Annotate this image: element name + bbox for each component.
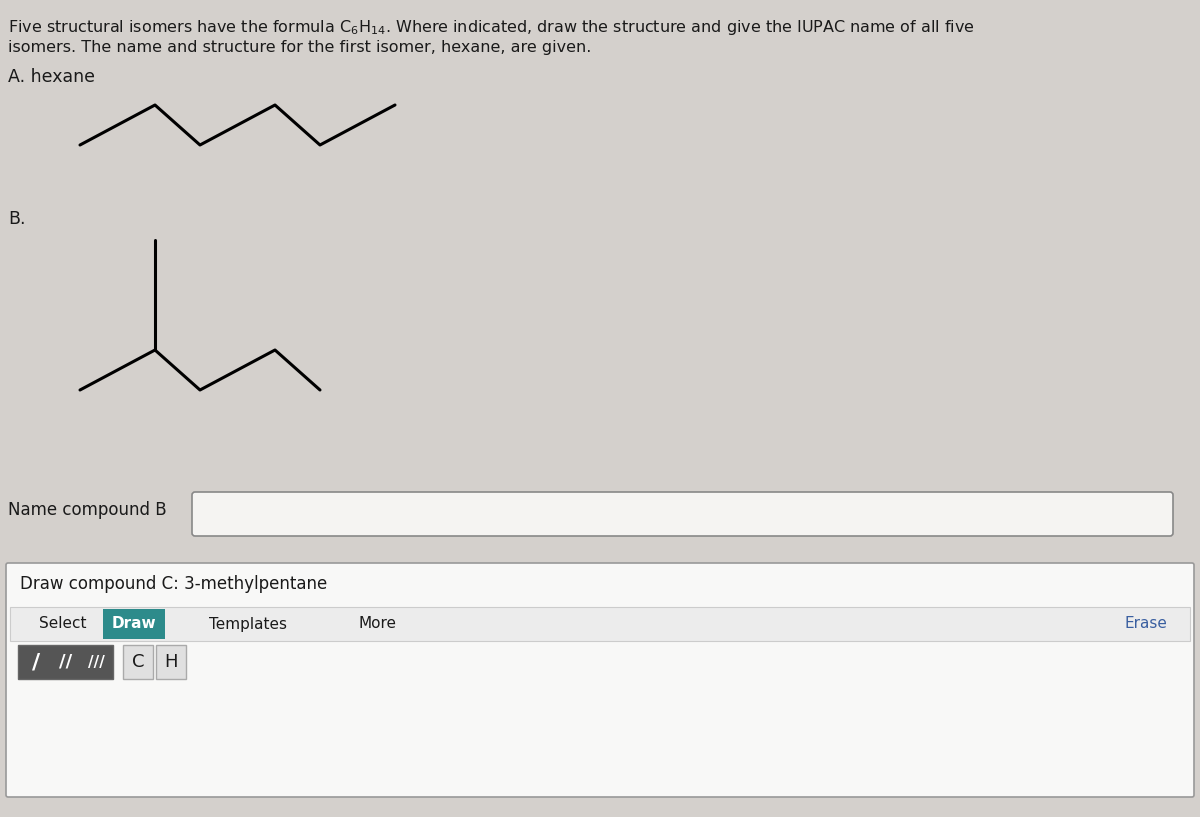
Text: /: / — [32, 652, 40, 672]
Text: //: // — [59, 653, 73, 671]
FancyBboxPatch shape — [124, 645, 154, 679]
Text: Templates: Templates — [209, 617, 287, 632]
Text: More: More — [359, 617, 397, 632]
Text: isomers. The name and structure for the first isomer, hexane, are given.: isomers. The name and structure for the … — [8, 40, 592, 55]
Text: A. hexane: A. hexane — [8, 68, 95, 86]
Text: Erase: Erase — [1124, 617, 1166, 632]
FancyBboxPatch shape — [10, 607, 1190, 641]
Text: Select: Select — [40, 617, 86, 632]
FancyBboxPatch shape — [192, 492, 1174, 536]
Text: B.: B. — [8, 210, 25, 228]
Text: Name compound B: Name compound B — [8, 501, 167, 519]
FancyBboxPatch shape — [18, 645, 113, 679]
Text: C: C — [132, 653, 144, 671]
Text: ///: /// — [88, 654, 104, 669]
Text: Five structural isomers have the formula $\mathregular{C_6H_{14}}$. Where indica: Five structural isomers have the formula… — [8, 18, 974, 37]
FancyBboxPatch shape — [156, 645, 186, 679]
FancyBboxPatch shape — [6, 563, 1194, 797]
Text: H: H — [164, 653, 178, 671]
FancyBboxPatch shape — [103, 609, 166, 639]
Text: Draw: Draw — [112, 617, 156, 632]
Text: Draw compound C: 3-methylpentane: Draw compound C: 3-methylpentane — [20, 575, 328, 593]
